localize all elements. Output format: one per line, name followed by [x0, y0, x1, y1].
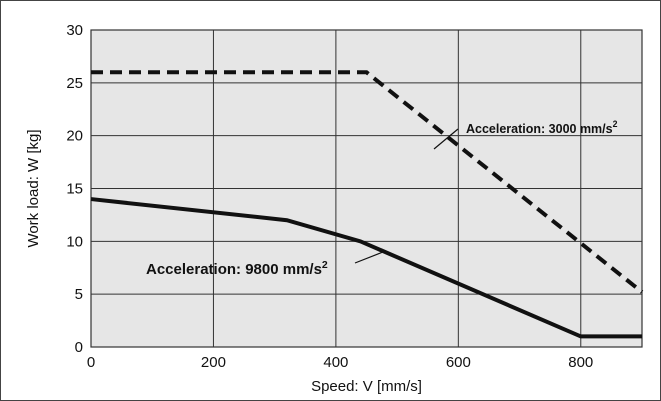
x-tick-label: 200	[201, 354, 226, 371]
annotation-leader-line	[354, 251, 384, 264]
series-line-dashed	[91, 70, 644, 294]
y-tick-label: 10	[66, 233, 83, 250]
x-tick-label: 0	[87, 354, 95, 371]
y-tick-label: 30	[66, 22, 83, 39]
annotation-label: Acceleration: 3000 mm/s2	[466, 119, 618, 136]
series-layer	[90, 70, 644, 339]
y-axis-ticks: 0 5 10 15 20 25 30	[66, 22, 83, 356]
annotation-superscript: 2	[322, 259, 328, 271]
x-axis-label: Speed: V [mm/s]	[311, 378, 422, 395]
y-tick-label: 5	[75, 286, 83, 303]
y-tick-label: 20	[66, 128, 83, 145]
y-tick-label: 15	[66, 181, 83, 198]
annotation-label: Acceleration: 9800 mm/s2	[146, 259, 328, 278]
y-axis-label: Work load: W [kg]	[25, 129, 42, 247]
x-axis-ticks: 0 200 400 600 800	[87, 354, 593, 371]
annotation-text: Acceleration: 9800 mm/s	[146, 261, 322, 278]
x-tick-label: 800	[568, 354, 593, 371]
x-tick-label: 400	[323, 354, 348, 371]
annotation-leader-line	[433, 128, 459, 150]
y-tick-label: 0	[75, 339, 83, 356]
x-tick-label: 600	[446, 354, 471, 371]
y-tick-label: 25	[66, 75, 83, 92]
annotation-superscript: 2	[613, 119, 618, 129]
series-line-solid	[90, 197, 642, 339]
grid-lines	[91, 30, 642, 347]
annotation-text: Acceleration: 3000 mm/s	[466, 122, 613, 136]
